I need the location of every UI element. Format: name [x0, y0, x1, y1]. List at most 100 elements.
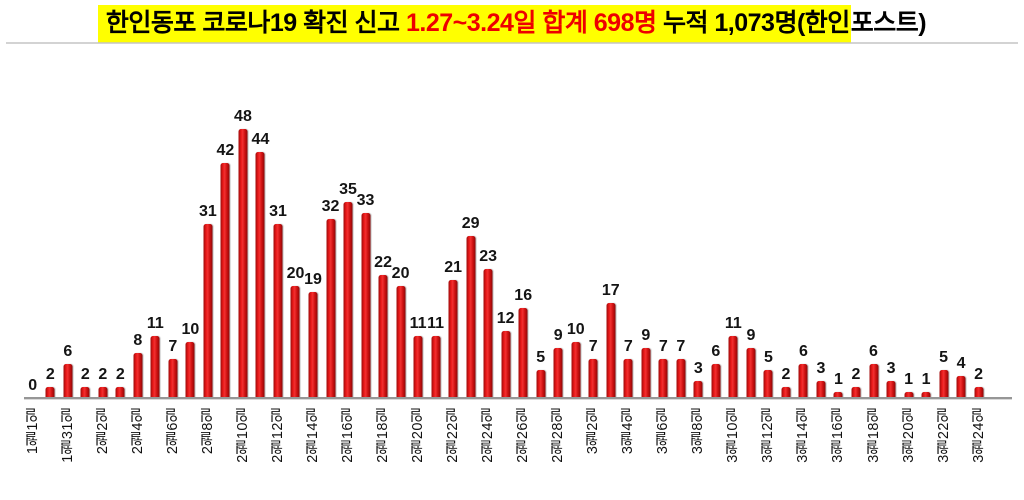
- bar: [326, 218, 336, 398]
- bar-value-label: 11: [427, 315, 445, 333]
- x-axis-label: 2월22일: [444, 407, 461, 463]
- x-axis-label: 2월18일: [374, 407, 391, 463]
- bar-slot: 9: [742, 126, 760, 398]
- bar-value-label: 2: [80, 365, 90, 383]
- bar: [711, 364, 721, 398]
- bar-slot: 6 3월14일: [795, 126, 813, 463]
- bar-slot: 7 3월4일: [620, 126, 638, 454]
- bar: [816, 381, 826, 398]
- bar-value-label: 2: [781, 365, 791, 383]
- bar: [45, 386, 55, 398]
- x-axis-label: 3월14일: [795, 407, 812, 463]
- bar: [133, 353, 143, 398]
- bar-value-label: 10: [181, 321, 200, 338]
- bar: [448, 280, 458, 398]
- bar-slot: 19 2월14일: [304, 126, 322, 463]
- bar-value-label: 5: [763, 349, 773, 366]
- bar-value-label: 11: [409, 315, 427, 333]
- bar-slot: 8 2월4일: [129, 126, 147, 454]
- bar: [851, 386, 861, 398]
- bar: [536, 370, 546, 398]
- bar: [833, 392, 843, 398]
- bar: [588, 358, 598, 398]
- x-axis-label: 3월6일: [655, 407, 672, 455]
- bar: [361, 213, 371, 398]
- bar-value-label: 7: [623, 337, 633, 355]
- bar-slot: 9: [637, 126, 655, 398]
- bar: [676, 358, 686, 398]
- bar-slot: 29: [462, 126, 480, 398]
- bar: [220, 162, 230, 398]
- bar-value-label: 33: [356, 192, 375, 210]
- bar-value-label: 44: [251, 130, 270, 148]
- x-axis-label: 3월22일: [935, 407, 952, 463]
- bar-slot: 12: [497, 126, 515, 398]
- bar-slot: 35 2월16일: [339, 126, 357, 463]
- x-axis-label: 3월2일: [585, 407, 601, 455]
- bar: [781, 386, 791, 398]
- bar-slot: 4: [952, 126, 970, 398]
- bar-value-label: 32: [321, 197, 340, 215]
- bar: [150, 336, 160, 398]
- x-axis-label: 3월12일: [760, 407, 777, 463]
- bar-slot: 10: [567, 126, 585, 398]
- bar-slot: 32: [321, 126, 340, 398]
- bar: [886, 381, 896, 398]
- title-text-tail: 포스트): [850, 9, 927, 37]
- bar: [63, 364, 73, 398]
- bar-slot: 7: [672, 126, 690, 398]
- bar-slot: 11: [147, 126, 165, 398]
- bar-slot: 31 2월8일: [199, 126, 217, 454]
- bar: [693, 381, 703, 398]
- bar-slot: 5 3월22일: [935, 126, 953, 463]
- bar: [98, 386, 108, 398]
- bar-value-label: 9: [641, 326, 651, 344]
- bar: [623, 358, 633, 398]
- bar-value-label: 23: [479, 248, 498, 266]
- title-underline: [6, 42, 1018, 44]
- bar: [921, 392, 931, 398]
- bar: [255, 151, 265, 398]
- bar: [763, 370, 773, 398]
- bar-value-label: 4: [956, 354, 966, 372]
- x-axis-label: 2월26일: [514, 407, 531, 463]
- bar-value-label: 2: [115, 365, 125, 383]
- bar: [483, 269, 493, 398]
- x-axis-label: 1월1일: [24, 407, 41, 455]
- bar-slot: 3: [882, 126, 900, 398]
- bar: [939, 370, 949, 398]
- bar-slot: 2: [777, 126, 795, 398]
- bar-value-label: 11: [724, 315, 742, 333]
- bar-slot: 6: [707, 126, 725, 398]
- bar-value-label: 7: [588, 337, 598, 355]
- x-axis-label: 2월28일: [549, 407, 566, 463]
- bar: [571, 342, 581, 398]
- x-axis-label: 2월10일: [234, 407, 251, 463]
- bar: [343, 202, 353, 398]
- bar-slot: 20: [287, 126, 304, 398]
- bar-slot: 7 3월6일: [655, 126, 673, 454]
- bar-slot: 2: [42, 126, 60, 398]
- bar-value-label: 1: [921, 371, 931, 389]
- bar-value-label: 3: [886, 360, 896, 378]
- bar-slot: 6 1월31일: [59, 126, 77, 463]
- bar-slot: 22 2월18일: [374, 126, 392, 462]
- bar-slot: 1 3월16일: [830, 126, 848, 463]
- bar-slot: 10: [181, 126, 200, 398]
- bar-value-label: 31: [199, 203, 217, 221]
- bar: [308, 291, 318, 398]
- bar: [518, 308, 528, 398]
- x-axis-label: 3월4일: [620, 407, 637, 455]
- bar-value-label: 2: [974, 365, 984, 383]
- bar-value-label: 2: [851, 365, 861, 383]
- bar: [378, 274, 388, 398]
- bar: [185, 342, 195, 398]
- bar-slot: 23 2월24일: [479, 126, 498, 463]
- bar-slot: 20: [392, 126, 409, 398]
- bar-slot: 11 2월20일: [409, 126, 427, 463]
- x-axis-label: 2월4일: [129, 407, 146, 455]
- bar-value-label: 3: [693, 360, 703, 378]
- bar-value-label: 12: [496, 309, 515, 327]
- bar: [396, 286, 406, 398]
